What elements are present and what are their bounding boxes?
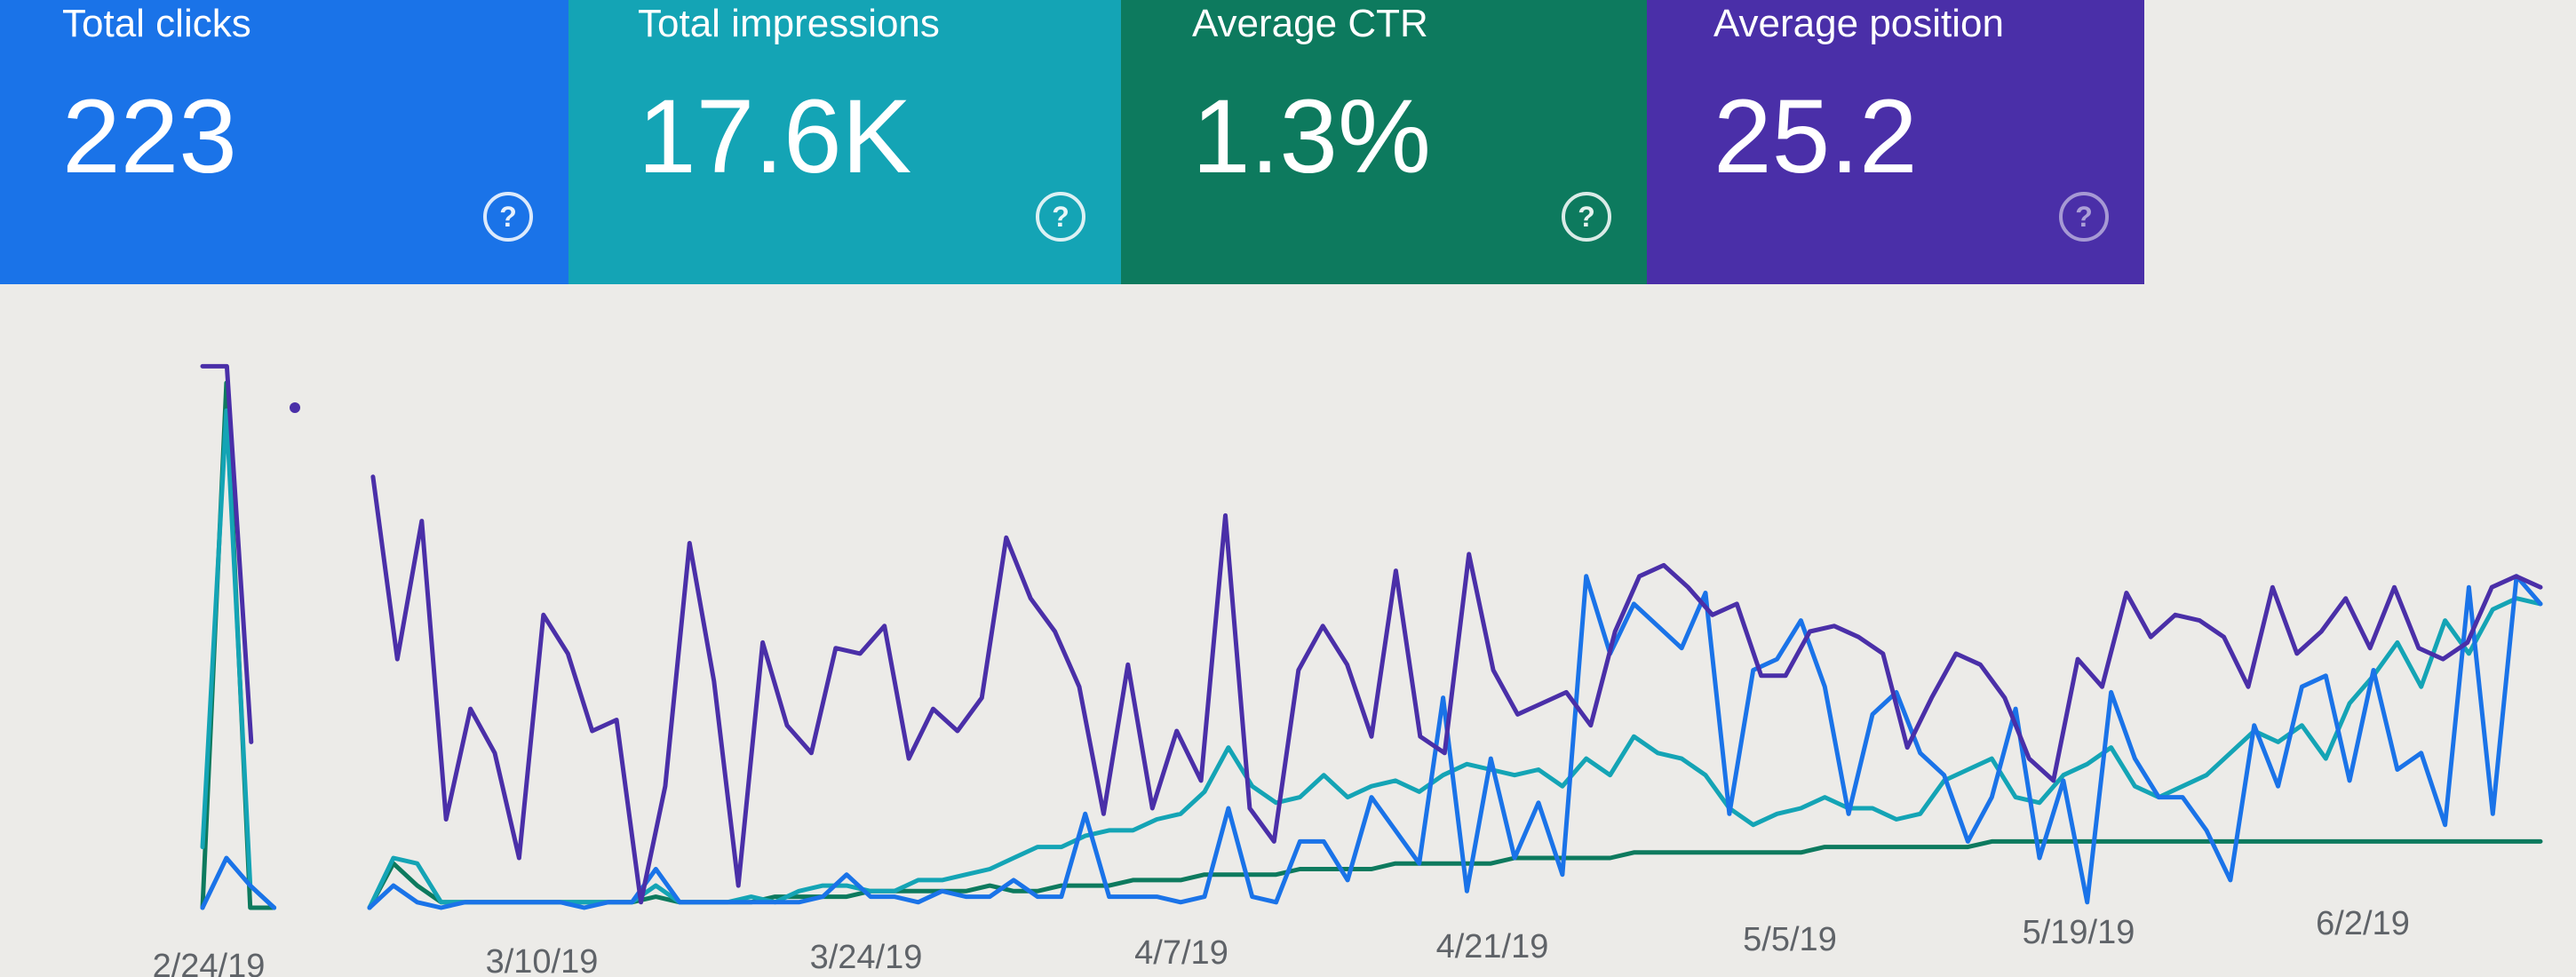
card-total-impressions[interactable]: Total impressions 17.6K ? — [568, 0, 1121, 284]
x-tick-label: 5/19/19 — [2023, 914, 2135, 951]
card-value: 1.3% — [1192, 78, 1431, 195]
card-total-clicks[interactable]: Total clicks 223 ? — [0, 0, 568, 284]
series-line-2 — [200, 408, 2543, 910]
series-layer — [200, 363, 2543, 910]
help-circle-icon[interactable]: ? — [2059, 192, 2109, 242]
card-label: Total impressions — [638, 2, 940, 45]
x-tick-label: 4/7/19 — [1134, 934, 1228, 972]
card-average-position[interactable]: Average position 25.2 ? — [1647, 0, 2144, 284]
help-circle-icon[interactable]: ? — [483, 192, 533, 242]
x-axis-ticks: 2/24/19 3/10/19 3/24/19 4/7/19 4/21/19 5/5/19… — [153, 905, 2410, 977]
card-label: Average position — [1713, 2, 2004, 45]
series-line-0 — [200, 363, 2543, 905]
card-value: 25.2 — [1713, 78, 1918, 195]
x-tick-label: 3/24/19 — [810, 939, 923, 976]
help-circle-icon[interactable]: ? — [1562, 192, 1611, 242]
series-line-3 — [200, 380, 2543, 910]
series-line-1 — [200, 574, 2543, 910]
x-tick-label: 4/21/19 — [1436, 928, 1549, 965]
card-label: Total clicks — [62, 2, 251, 45]
series-point — [290, 402, 300, 413]
x-tick-label: 5/5/19 — [1743, 921, 1837, 958]
x-tick-label: 6/2/19 — [2316, 905, 2410, 942]
x-tick-label: 2/24/19 — [153, 948, 266, 977]
summary-cards: Total clicks 223 ? Total impressions 17.… — [0, 0, 2144, 284]
help-circle-icon[interactable]: ? — [1036, 192, 1085, 242]
card-average-ctr[interactable]: Average CTR 1.3% ? — [1121, 0, 1647, 284]
card-value: 17.6K — [638, 78, 912, 195]
x-tick-label: 3/10/19 — [486, 943, 599, 977]
card-value: 223 — [62, 78, 237, 195]
card-label: Average CTR — [1192, 2, 1428, 45]
